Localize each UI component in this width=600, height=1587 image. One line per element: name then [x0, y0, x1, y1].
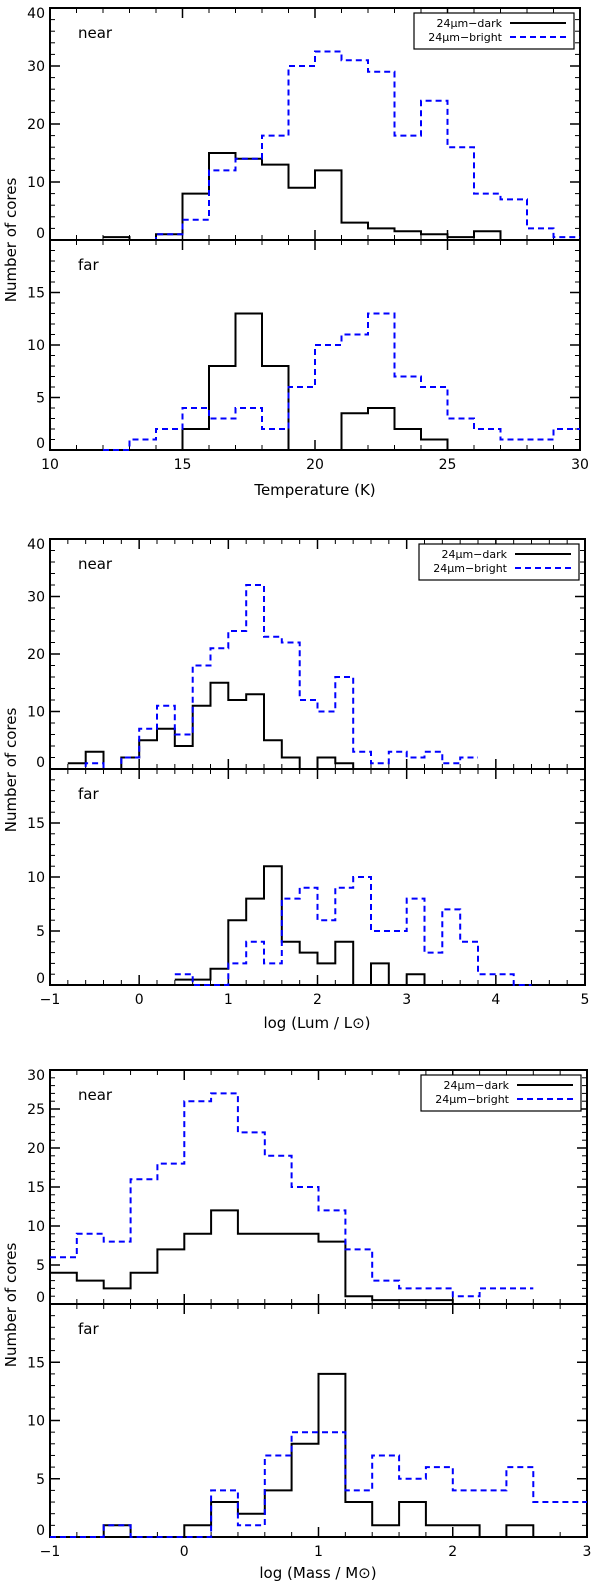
- luminosity-near-label: near: [78, 555, 113, 573]
- luminosity-ylabel: Number of cores: [2, 708, 20, 833]
- temperature-near-legend-label: 24μm−dark: [436, 17, 502, 30]
- mass-far-ytick-label: 5: [36, 1472, 45, 1488]
- temperature-near-legend-label: 24μm−bright: [428, 31, 502, 44]
- temperature-near-ytick-label: 30: [27, 59, 45, 75]
- temperature-far-bright-series: [103, 312, 580, 451]
- temperature-near-ytick-label: 10: [27, 175, 45, 191]
- mass-near-ytick-label: 30: [27, 1068, 45, 1084]
- luminosity-far-ytick-label: 0: [36, 971, 45, 987]
- mass-far-xtick-label: 1: [314, 1544, 323, 1560]
- mass-near-legend-label: 24μm−dark: [443, 1079, 509, 1092]
- mass-far-xtick-label: −1: [40, 1544, 61, 1560]
- temperature-near-label: near: [78, 24, 113, 42]
- luminosity-far-xtick-label: 4: [491, 992, 500, 1008]
- luminosity-near-dark-series: [67, 681, 478, 770]
- luminosity-near-ytick-label: 0: [36, 755, 45, 771]
- luminosity-near-ytick-label: 10: [27, 705, 45, 721]
- mass-near-bright-series: [50, 1092, 534, 1298]
- luminosity-far-xtick-label: 3: [402, 992, 411, 1008]
- mass-far-label: far: [78, 1320, 99, 1338]
- temperature-near-legend-box: [413, 12, 575, 50]
- temperature-far-ytick-label: 5: [36, 391, 45, 407]
- luminosity-far-bright-series: [174, 876, 532, 986]
- temperature-ylabel: Number of cores: [2, 178, 20, 303]
- luminosity-far-xtick-label: 0: [135, 992, 144, 1008]
- mass-near-ytick-label: 10: [27, 1219, 45, 1235]
- luminosity-near-legend-label: 24μm−dark: [441, 548, 507, 561]
- luminosity-far-xtick-label: 2: [313, 992, 322, 1008]
- luminosity-far-xtick-label: 1: [224, 992, 233, 1008]
- mass-far-ytick-label: 10: [27, 1414, 45, 1430]
- temperature-far-xtick-label: 30: [571, 457, 589, 473]
- mass-near-ytick-label: 15: [27, 1180, 45, 1196]
- mass-near-label: near: [78, 1086, 113, 1104]
- temperature-far-xtick-label: 10: [41, 457, 59, 473]
- mass-xlabel: log (Mass / M⊙): [259, 1564, 376, 1582]
- luminosity-xlabel: log (Lum / L⊙): [263, 1014, 370, 1032]
- luminosity-near-ytick-label: 40: [27, 537, 45, 553]
- mass-far-dark-series: [50, 1372, 587, 1538]
- temperature-near-ytick-label: 0: [36, 226, 45, 242]
- mass-ylabel: Number of cores: [2, 1243, 20, 1368]
- mass-near-legend-box: [420, 1074, 582, 1112]
- temperature-far-ytick-label: 0: [36, 436, 45, 452]
- temperature-xlabel: Temperature (K): [253, 481, 375, 499]
- mass-near-ytick-label: 20: [27, 1141, 45, 1157]
- luminosity-far-xtick-label: −1: [40, 992, 61, 1008]
- temperature-far-label: far: [78, 256, 99, 274]
- temperature-far-dark-series: [103, 312, 580, 451]
- temperature-far-ytick-label: 15: [27, 286, 45, 302]
- mass-near-ytick-label: 0: [36, 1290, 45, 1306]
- mass-far-xtick-label: 2: [448, 1544, 457, 1560]
- mass-far-xtick-label: 3: [583, 1544, 592, 1560]
- luminosity-far-label: far: [78, 785, 99, 803]
- luminosity-near-ytick-label: 20: [27, 647, 45, 663]
- luminosity-near-legend-box: [418, 543, 580, 581]
- luminosity-far-ytick-label: 10: [27, 870, 45, 886]
- luminosity-far-ytick-label: 15: [27, 816, 45, 832]
- temperature-near-dark-series: [103, 152, 580, 241]
- mass-far-xtick-label: 0: [180, 1544, 189, 1560]
- mass-near-dark-series: [50, 1209, 534, 1305]
- temperature-far-ytick-label: 10: [27, 338, 45, 354]
- mass-far-bright-series: [50, 1431, 587, 1538]
- luminosity-near-bright-series: [67, 584, 478, 770]
- mass-near-ytick-label: 5: [36, 1258, 45, 1274]
- mass-far-ytick-label: 15: [27, 1355, 45, 1371]
- temperature-near-ytick-label: 40: [27, 6, 45, 22]
- luminosity-far-ytick-label: 5: [36, 924, 45, 940]
- temperature-far-xtick-label: 25: [439, 457, 457, 473]
- luminosity-far-dark-series: [174, 865, 532, 986]
- luminosity-near-legend-label: 24μm−bright: [433, 562, 507, 575]
- temperature-near-bright-series: [103, 50, 580, 241]
- luminosity-far-panel: −1 0 1 2 3 4 5 0 5 10 15 far: [27, 768, 590, 1008]
- luminosity-near-ytick-label: 30: [27, 590, 45, 606]
- mass-far-ytick-label: 0: [36, 1523, 45, 1539]
- temperature-near-ytick-label: 20: [27, 117, 45, 133]
- temperature-far-panel: 10 15 20 25 30 0 5 10 15 far: [27, 239, 589, 473]
- temperature-far-xtick-label: 15: [174, 457, 192, 473]
- temperature-far-xtick-label: 20: [306, 457, 324, 473]
- mass-far-panel: −1 0 1 2 3 0 5 10 15 far: [27, 1303, 592, 1560]
- mass-near-legend-label: 24μm−bright: [435, 1093, 509, 1106]
- luminosity-far-xtick-label: 5: [581, 992, 590, 1008]
- mass-near-ytick-label: 25: [27, 1102, 45, 1118]
